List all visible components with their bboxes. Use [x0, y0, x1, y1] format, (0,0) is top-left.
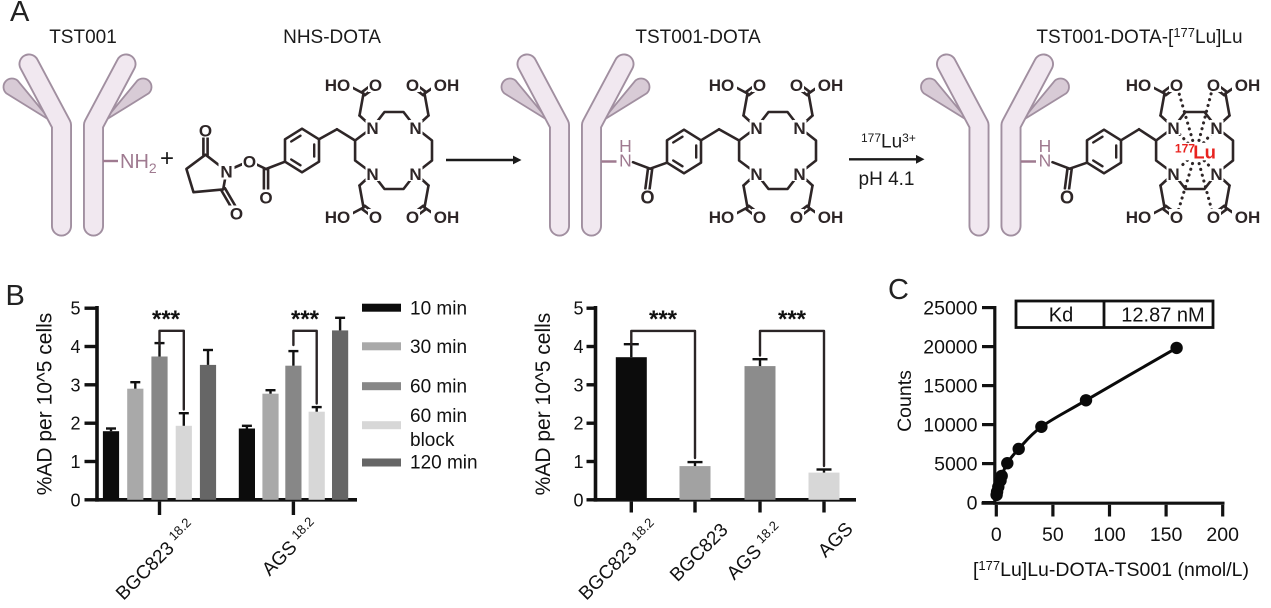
svg-text:H: H: [619, 136, 632, 156]
svg-text:0: 0: [991, 524, 1002, 546]
svg-text:200: 200: [1206, 524, 1239, 546]
svg-text:O: O: [230, 205, 243, 224]
svg-text:+: +: [160, 145, 174, 172]
svg-text:TST001: TST001: [49, 27, 117, 48]
svg-text:OH: OH: [434, 76, 460, 95]
svg-text:12.87 nM: 12.87 nM: [1121, 305, 1204, 327]
svg-text:%AD per 10^5 cells: %AD per 10^5 cells: [532, 313, 555, 496]
svg-text:[177Lu]Lu-DOTA-TS001 (nmol/L): [177Lu]Lu-DOTA-TS001 (nmol/L): [973, 558, 1249, 581]
svg-text:120 min: 120 min: [410, 453, 478, 474]
svg-text:***: ***: [649, 306, 678, 333]
svg-text:177: 177: [1175, 141, 1195, 155]
svg-text:0: 0: [70, 490, 80, 510]
svg-text:***: ***: [778, 306, 807, 333]
svg-text:60 min: 60 min: [410, 406, 467, 427]
svg-text:25000: 25000: [923, 297, 977, 319]
svg-text:10 min: 10 min: [410, 299, 467, 320]
svg-text:HO: HO: [325, 208, 351, 227]
svg-text:O: O: [790, 76, 803, 95]
svg-text:O: O: [243, 153, 256, 172]
svg-text:N: N: [750, 165, 762, 184]
svg-text:O: O: [369, 76, 382, 95]
svg-text:N: N: [1039, 151, 1052, 171]
svg-text:50: 50: [1042, 524, 1064, 546]
svg-text:%AD per 10^5 cells: %AD per 10^5 cells: [34, 313, 57, 496]
svg-text:60 min: 60 min: [410, 377, 467, 398]
svg-text:block: block: [410, 430, 455, 451]
svg-text:O: O: [1060, 188, 1074, 208]
svg-text:O: O: [790, 208, 803, 227]
svg-text:N: N: [750, 119, 762, 138]
svg-text:O: O: [406, 208, 419, 227]
svg-text:2: 2: [70, 414, 80, 434]
svg-text:O: O: [1170, 208, 1183, 227]
svg-text:O: O: [199, 122, 212, 141]
svg-text:3: 3: [70, 375, 80, 395]
svg-text:HO: HO: [709, 76, 735, 95]
svg-text:OH: OH: [818, 76, 844, 95]
svg-text:C: C: [888, 274, 909, 306]
svg-text:OH: OH: [1235, 76, 1261, 95]
svg-text:N: N: [220, 163, 232, 182]
svg-text:O: O: [406, 76, 419, 95]
svg-text:O: O: [369, 208, 382, 227]
svg-text:2: 2: [573, 414, 583, 434]
svg-text:Counts: Counts: [894, 370, 916, 432]
svg-text:pH 4.1: pH 4.1: [859, 169, 915, 190]
svg-text:30 min: 30 min: [410, 337, 467, 358]
svg-text:Kd: Kd: [1049, 305, 1073, 327]
svg-text:N: N: [1167, 165, 1179, 184]
svg-text:O: O: [640, 188, 654, 208]
svg-text:100: 100: [1093, 524, 1126, 546]
svg-text:N: N: [366, 119, 378, 138]
svg-text:N: N: [793, 165, 805, 184]
svg-text:N: N: [409, 119, 421, 138]
svg-text:0: 0: [573, 490, 583, 510]
svg-text:OH: OH: [1235, 208, 1261, 227]
svg-text:HO: HO: [709, 208, 735, 227]
svg-text:A: A: [10, 0, 30, 28]
svg-text:10000: 10000: [923, 414, 977, 436]
svg-text:O: O: [259, 189, 272, 208]
svg-text:TST001-DOTA-[177Lu]Lu: TST001-DOTA-[177Lu]Lu: [1036, 25, 1242, 48]
svg-text:N: N: [1210, 165, 1222, 184]
svg-text:15000: 15000: [923, 375, 977, 397]
svg-text:H: H: [1039, 136, 1052, 156]
svg-text:150: 150: [1150, 524, 1183, 546]
svg-text:B: B: [6, 280, 25, 312]
svg-text:N: N: [1210, 119, 1222, 138]
svg-text:5: 5: [70, 299, 80, 319]
svg-text:5: 5: [573, 299, 583, 319]
svg-text:***: ***: [152, 306, 181, 333]
svg-text:4: 4: [70, 337, 80, 357]
svg-text:N: N: [793, 119, 805, 138]
svg-text:O: O: [1170, 76, 1183, 95]
svg-text:O: O: [753, 208, 766, 227]
svg-text:N: N: [619, 151, 632, 171]
svg-text:N: N: [1167, 119, 1179, 138]
svg-text:N: N: [409, 165, 421, 184]
svg-text:O: O: [1207, 76, 1220, 95]
svg-text:***: ***: [291, 306, 320, 333]
svg-text:OH: OH: [818, 208, 844, 227]
svg-text:HO: HO: [1126, 208, 1152, 227]
svg-text:1: 1: [573, 452, 583, 472]
svg-text:HO: HO: [325, 76, 351, 95]
svg-text:20000: 20000: [923, 336, 977, 358]
svg-text:0: 0: [967, 492, 978, 514]
svg-text:1: 1: [70, 452, 80, 472]
svg-text:N: N: [366, 165, 378, 184]
svg-text:OH: OH: [434, 208, 460, 227]
svg-text:NHS-DOTA: NHS-DOTA: [283, 27, 381, 48]
svg-text:TST001-DOTA: TST001-DOTA: [635, 27, 761, 48]
svg-text:3: 3: [573, 375, 583, 395]
svg-text:O: O: [753, 76, 766, 95]
svg-text:HO: HO: [1126, 76, 1152, 95]
svg-text:5000: 5000: [934, 453, 978, 475]
svg-text:O: O: [1207, 208, 1220, 227]
svg-text:4: 4: [573, 337, 583, 357]
svg-text:Lu: Lu: [1193, 141, 1216, 162]
